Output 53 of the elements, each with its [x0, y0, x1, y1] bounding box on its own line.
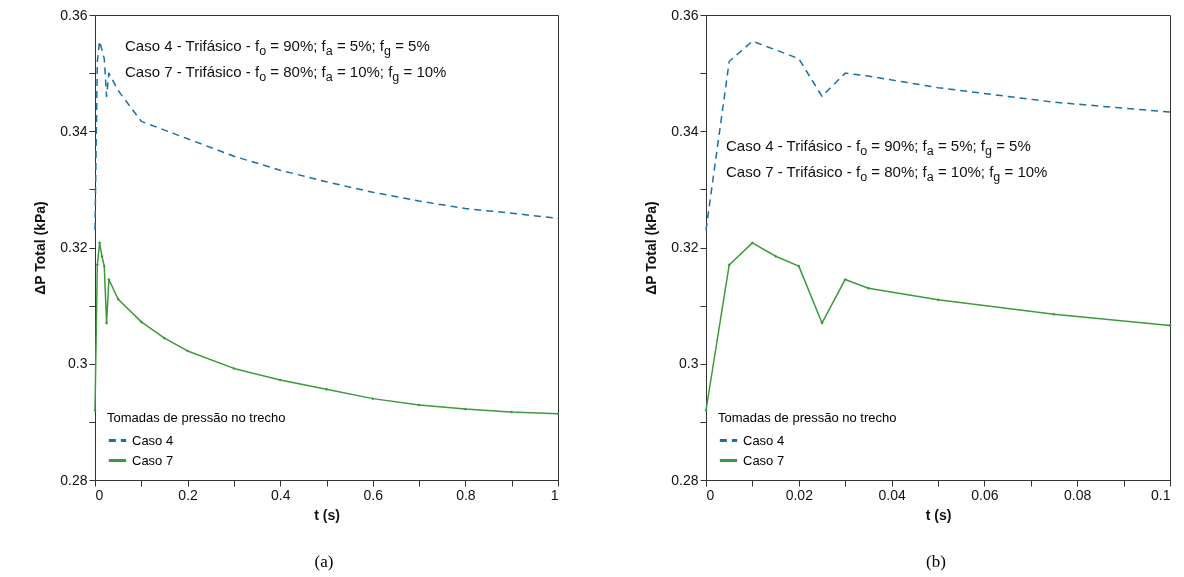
point [107, 277, 111, 282]
y-tick-label: 0.32 [671, 239, 699, 255]
y-tick-label: 0.32 [60, 239, 88, 255]
x-tick-label: 0 [706, 486, 715, 503]
x-axis-title: t (s) [925, 506, 952, 523]
line-series [705, 40, 1171, 231]
y-tick-label: 0.3 [68, 355, 88, 372]
x-tick-label: 0.2 [178, 486, 199, 503]
text: (b) [926, 552, 946, 572]
annotation: Caso 4 - Trifásico - f$_{o}$ = 90%; f$_{a}$ = 5%; f$_{g}$ = 5% [125, 36, 430, 60]
x-tick-label: 0.02 [785, 486, 814, 503]
y-tick-label: 0.3 [679, 355, 699, 372]
legend-title: Tomadas de pressão no trecho [107, 410, 286, 425]
y-tick-label: 0.28 [60, 471, 88, 488]
line-series [704, 241, 1172, 412]
annotation: Caso 7 - Trifásico - f$_{o}$ = 80%; f$_{a}$ = 10%; f$_{g}$ = 10% [125, 62, 447, 86]
y-tick-label: 0.28 [671, 471, 699, 488]
x-axis-title: t (s) [314, 506, 340, 523]
point [750, 241, 754, 245]
legend-label: Caso 7 [132, 452, 174, 468]
y-axis-title: ΔP Total (kPa) [643, 201, 660, 295]
point [866, 286, 870, 290]
point [371, 397, 375, 401]
legend-title: Tomadas de pressão no trecho [718, 410, 897, 425]
point [98, 241, 102, 245]
x-tick-label: 0.1 [1151, 486, 1171, 503]
point [774, 254, 778, 258]
text: (a) [314, 552, 334, 572]
y-tick-label: 0.34 [60, 122, 88, 139]
point [843, 277, 847, 282]
annotation: Caso 4 - Trifásico - f$_{o}$ = 90%; f$_{a}$ = 5%; f$_{g}$ = 5% [726, 136, 1031, 160]
y-tick-label: 0.34 [671, 122, 699, 139]
point [104, 321, 109, 325]
point [324, 387, 329, 391]
y-axis-title: ΔP Total (kPa) [32, 201, 49, 295]
x-tick-label: 0.6 [363, 486, 384, 503]
annotation: Caso 7 - Trifásico - f$_{o}$ = 80%; f$_{a}$ = 10%; f$_{g}$ = 10% [726, 162, 1048, 186]
y-tick-label: 0.36 [671, 6, 699, 23]
x-tick-label: 0.06 [971, 486, 999, 503]
legend-label: Caso 4 [132, 432, 174, 448]
point [186, 349, 190, 353]
y-tick-label: 0.36 [60, 6, 88, 23]
x-tick-label: 0 [95, 486, 104, 503]
point [463, 407, 467, 411]
legend-label: Caso 4 [743, 432, 785, 448]
x-tick-label: 1 [550, 486, 559, 503]
x-tick-label: 0.04 [878, 486, 906, 503]
x-tick-label: 0.08 [1064, 486, 1092, 503]
legend-label: Caso 7 [743, 452, 785, 468]
x-tick-label: 0.8 [456, 486, 476, 503]
point [162, 336, 167, 340]
point [232, 366, 236, 370]
x-tick-label: 0.4 [270, 486, 291, 503]
